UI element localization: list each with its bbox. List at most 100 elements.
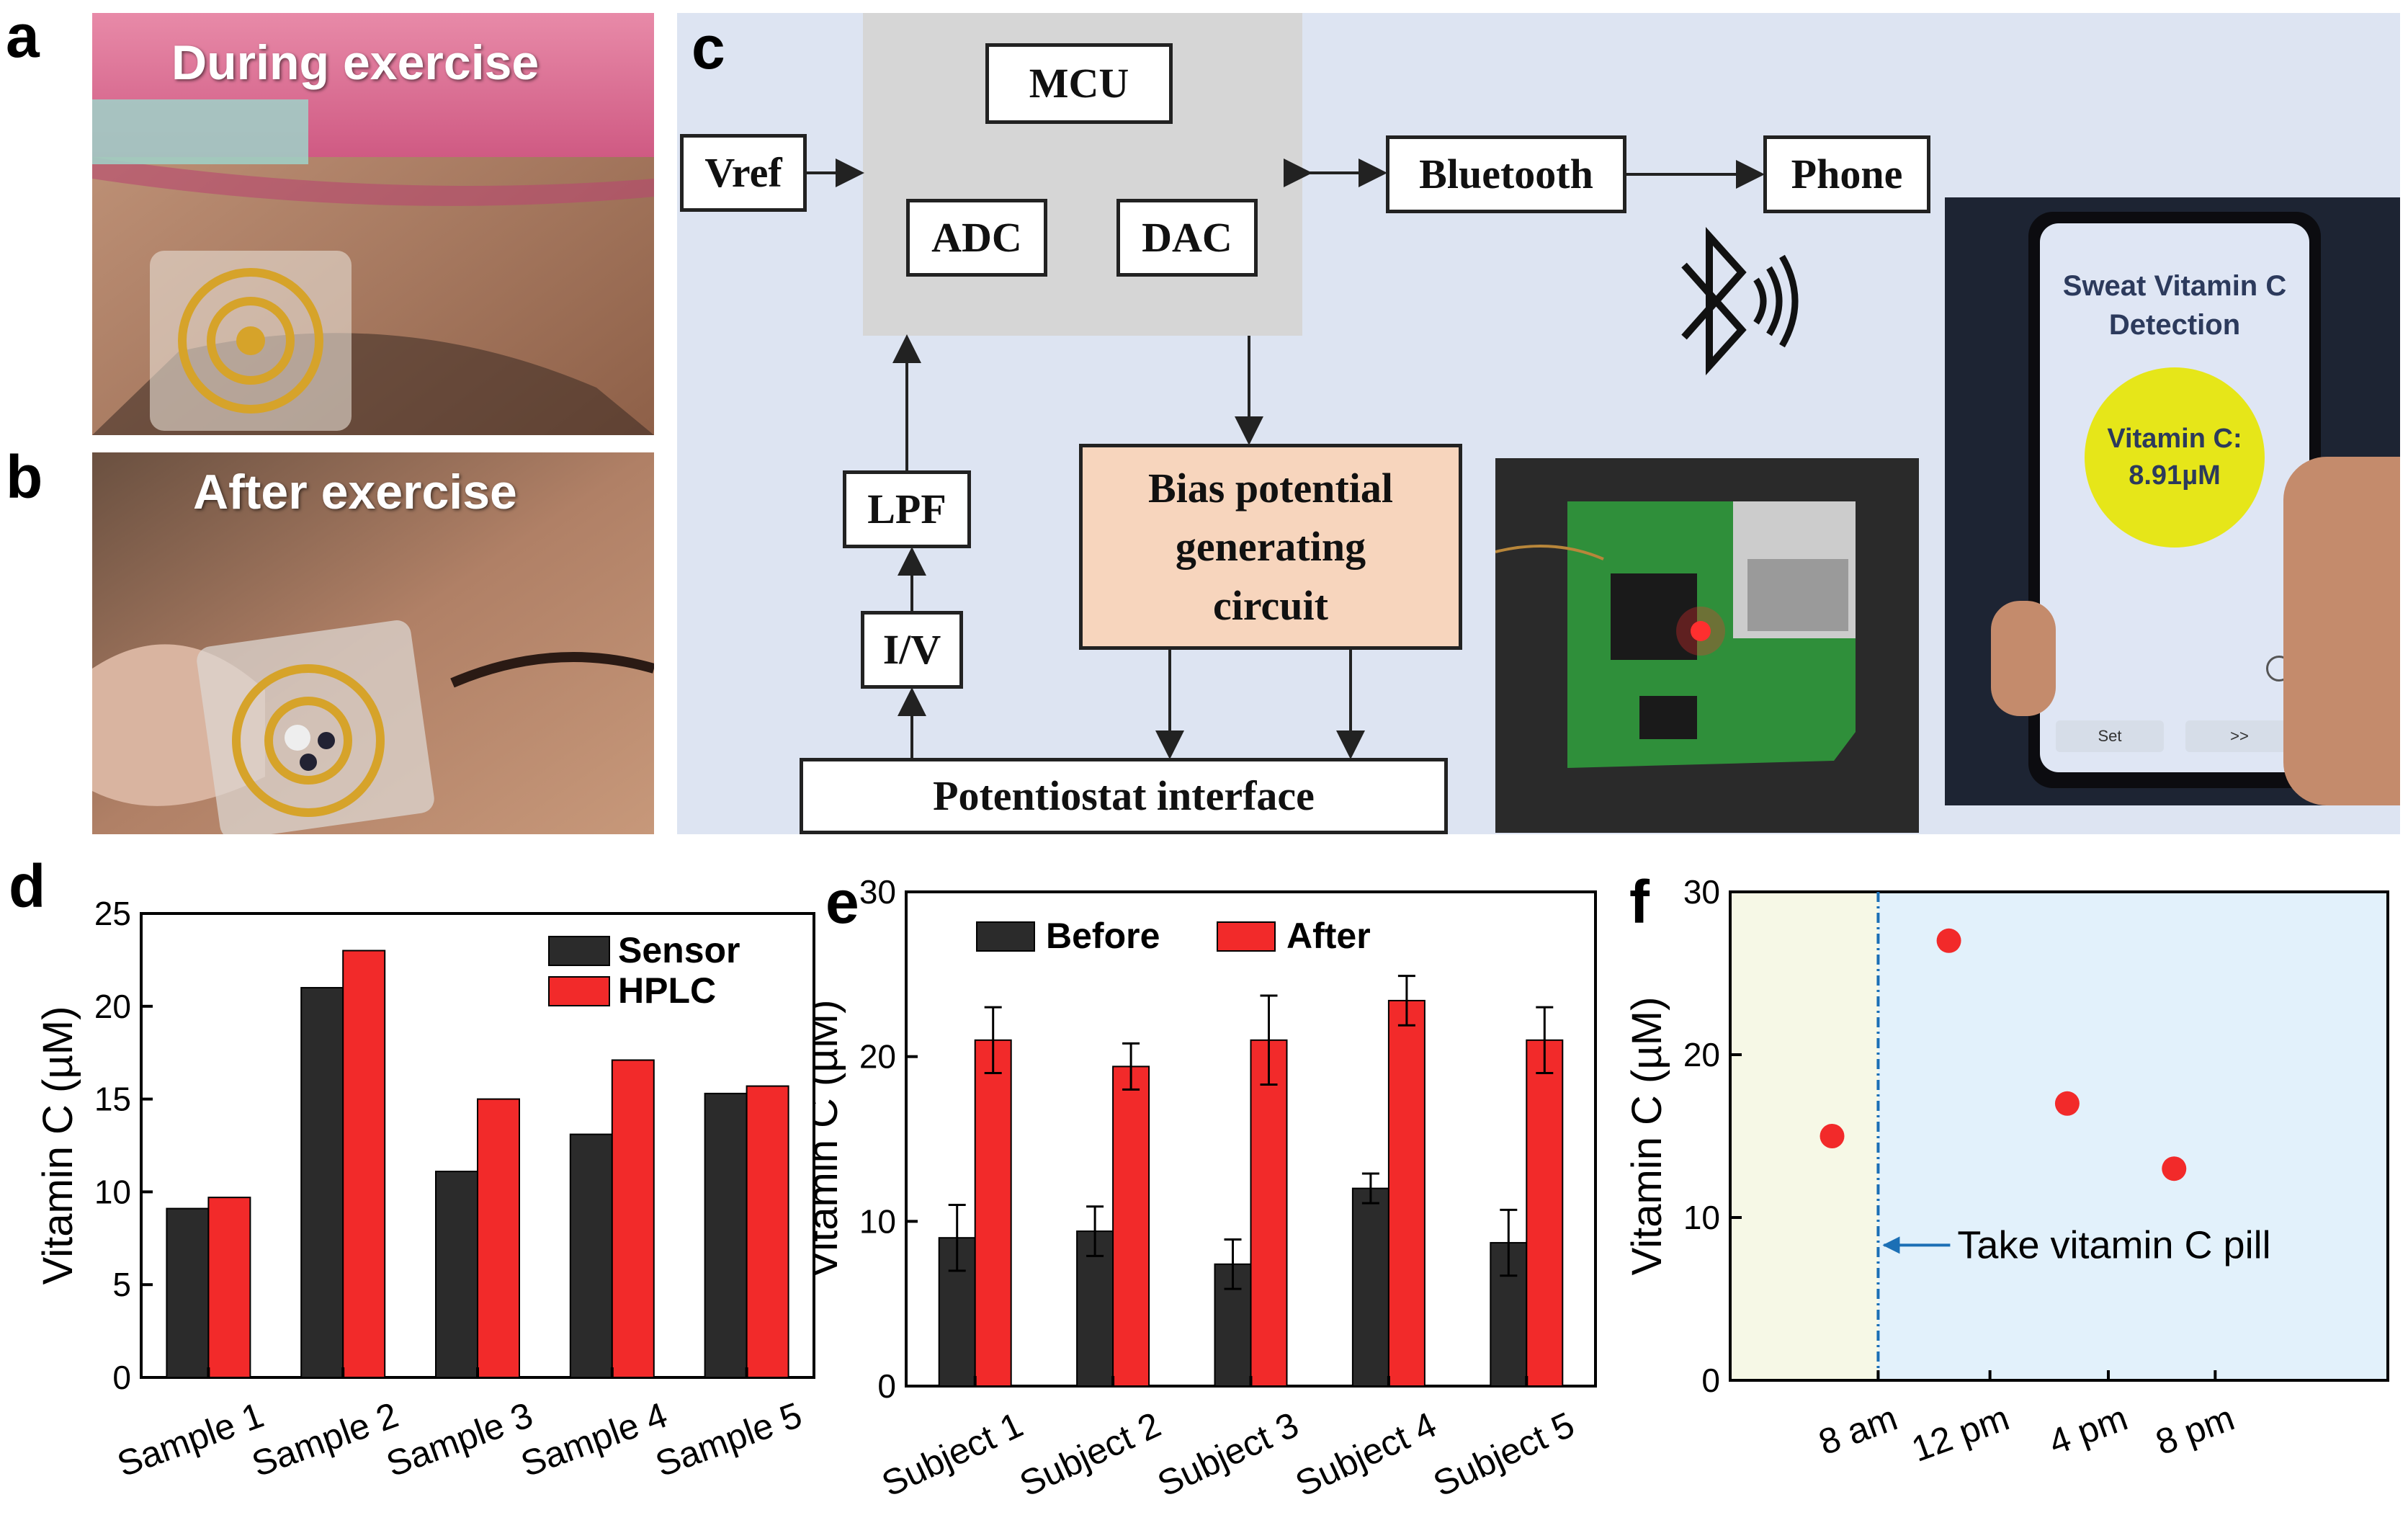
potentiostat-block: Potentiostat interface <box>800 758 1448 834</box>
chart-e-legend-label: After <box>1286 916 1371 956</box>
app-title: Sweat Vitamin C Detection <box>2040 267 2309 344</box>
chart-e-legend-swatch <box>976 921 1035 952</box>
chart-d-legend-label: HPLC <box>618 970 716 1011</box>
chart-d-ytick-label: 25 <box>94 895 131 932</box>
chart-f-ytick-label: 20 <box>1683 1036 1720 1073</box>
chart-f-point <box>1820 1124 1845 1148</box>
chart-d-ytick-label: 10 <box>94 1173 131 1210</box>
chart-d-legend-label: Sensor <box>618 930 740 970</box>
chart-f-point <box>2054 1091 2080 1116</box>
panel-label-f: f <box>1629 868 1650 936</box>
chart-d-ytick-label: 0 <box>112 1359 131 1396</box>
chart-f-ylabel: Vitamin C (µM) <box>1624 997 1670 1276</box>
chart-e-legend-label: Before <box>1046 916 1160 956</box>
next-button[interactable]: >> <box>2185 720 2293 752</box>
chart-d-ytick-label: 5 <box>112 1266 131 1303</box>
diagram-arrows <box>807 158 1765 759</box>
panel-c-block-diagram: c MCU ADC DAC Vref Bluetooth Phone LPF I… <box>677 13 2400 834</box>
chart-e-xtick-label: Subject 5 <box>1427 1404 1580 1504</box>
chart-d-xtick-label: Sample 5 <box>650 1395 807 1485</box>
chart-d-xtick-label: Sample 3 <box>381 1395 538 1485</box>
result-circle: Vitamin C: 8.91µM <box>2085 367 2265 548</box>
chart-e-ytick-label: 20 <box>859 1038 896 1076</box>
chart-d-legend-swatch <box>548 936 610 966</box>
bias-line-1: Bias potential <box>1148 465 1393 512</box>
result-value: 8.91µM <box>2129 460 2221 491</box>
panel-label-d: d <box>9 852 46 920</box>
hand <box>2283 457 2400 805</box>
bluetooth-icon <box>1681 226 1799 376</box>
chart-e-ytick-label: 30 <box>859 873 896 911</box>
chart-d-bar-sensor <box>704 1092 748 1378</box>
chart-d-bar-hplc <box>207 1197 251 1378</box>
panel-label-b: b <box>6 443 43 511</box>
bias-line-2: generating <box>1175 523 1366 571</box>
photo-after-exercise: After exercise <box>92 452 654 834</box>
chart-d-bar-sensor <box>300 987 344 1379</box>
chart-f-frame <box>1729 890 2389 1382</box>
bias-line-3: circuit <box>1213 581 1328 629</box>
chart-d-bar-hplc <box>746 1085 789 1378</box>
chart-d-xtick-label: Sample 2 <box>246 1395 403 1485</box>
chart-d-bar-sensor <box>435 1171 478 1378</box>
phone-block: Phone <box>1763 135 1930 213</box>
chart-f-ytick-label: 10 <box>1683 1199 1720 1236</box>
chart-e-bar-before <box>1351 1187 1389 1387</box>
chart-d-ylabel: Vitamin C (µM) <box>35 1006 81 1285</box>
iv-block: I/V <box>861 611 963 689</box>
pcb-photo <box>1495 458 1919 833</box>
chart-e-bar-after <box>1526 1039 1564 1388</box>
dac-block: DAC <box>1116 199 1258 277</box>
adc-block: ADC <box>906 199 1047 277</box>
chart-e-legend-swatch <box>1217 921 1276 952</box>
chart-d-xtick-label: Sample 4 <box>516 1395 673 1485</box>
phone-screen: Sweat Vitamin C Detection Vitamin C: 8.9… <box>2040 223 2309 772</box>
mcu-block: MCU <box>985 43 1173 124</box>
chart-f-point <box>2162 1156 2187 1181</box>
chart-d-ytick-label: 15 <box>94 1081 131 1118</box>
bias-circuit-block: Bias potential generating circuit <box>1079 444 1462 650</box>
chart-e-ytick-label: 10 <box>859 1202 896 1240</box>
chart-d-ytick-label: 20 <box>94 988 131 1025</box>
app-title-line-2: Detection <box>2108 309 2241 341</box>
bluetooth-block: Bluetooth <box>1386 135 1626 213</box>
panel-label-e: e <box>825 868 859 936</box>
chart-f-point <box>1936 928 1961 953</box>
chart-d-bar-hplc <box>477 1098 520 1378</box>
chart-e-ylabel: Vitamin C (µM) <box>814 1000 846 1279</box>
chart-f-xtick-label: 8 am <box>1814 1398 1903 1463</box>
chart-f-annotation-arrowhead <box>1882 1236 1900 1254</box>
chart-f-xtick-label: 4 pm <box>2044 1398 2133 1463</box>
chart-f-annotation: Take vitamin C pill <box>1957 1223 2270 1266</box>
chart-e-xtick-label: Subject 3 <box>1152 1404 1305 1504</box>
chart-e-bar-after <box>1387 999 1425 1388</box>
phone-photo: Sweat Vitamin C Detection Vitamin C: 8.9… <box>1945 197 2400 805</box>
chart-e-xtick-label: Subject 4 <box>1289 1404 1443 1504</box>
chart-e-bar-after <box>974 1039 1012 1388</box>
chart-e-ytick-label: 0 <box>877 1367 896 1405</box>
chart-f: 0 10 20 30 Vitamin C (µM) 8 am 12 pm 4 pm 8 pm Ta… <box>1624 873 2389 1470</box>
thumb <box>1991 601 2056 716</box>
chart-f-ytick-label: 0 <box>1701 1362 1720 1399</box>
vref-block: Vref <box>680 134 807 212</box>
chart-f-before-region <box>1730 892 1879 1380</box>
result-label: Vitamin C: <box>2107 423 2242 454</box>
app-title-line-1: Sweat Vitamin C <box>2062 270 2287 302</box>
chart-d-bar-hplc <box>342 950 386 1378</box>
chart-e-xtick-label: Subject 2 <box>1013 1404 1167 1504</box>
photo-b-caption: After exercise <box>193 465 517 519</box>
panel-label-a: a <box>6 2 40 70</box>
chart-e-bar-after <box>1112 1065 1150 1387</box>
chart-d-bar-sensor <box>166 1207 210 1379</box>
chart-d-bar-hplc <box>611 1059 655 1378</box>
chart-f-ytick-label: 30 <box>1683 873 1720 911</box>
chart-f-xtick-label: 12 pm <box>1907 1398 2015 1470</box>
chart-d-xtick-label: Sample 1 <box>112 1395 269 1485</box>
panel-label-c: c <box>691 14 725 81</box>
chart-e-bar-before <box>1076 1230 1114 1388</box>
chart-f-after-region <box>1878 892 2388 1380</box>
set-button[interactable]: Set <box>2056 720 2164 752</box>
chart-e-bar-after <box>1250 1039 1288 1388</box>
